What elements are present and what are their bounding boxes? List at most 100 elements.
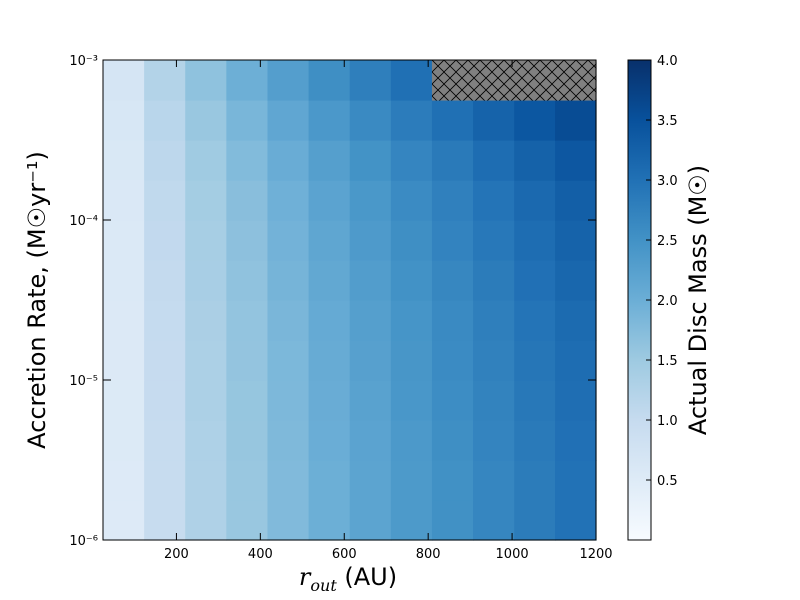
heat-cell	[390, 500, 433, 541]
heat-cell	[349, 180, 392, 221]
heat-cell	[473, 459, 515, 501]
heat-cell	[390, 459, 433, 501]
heat-cell	[103, 139, 145, 181]
y-axis-label: Accretion Rate, (M☉yr⁻¹)	[23, 151, 51, 449]
heat-cell	[431, 180, 474, 221]
heat-cell	[226, 139, 269, 181]
heat-cell	[390, 419, 433, 461]
heat-cell	[514, 180, 556, 221]
heat-cell	[473, 139, 515, 181]
heat-cell	[185, 340, 227, 381]
heat-cell	[555, 259, 597, 301]
heat-cell	[144, 139, 186, 181]
heat-cell	[431, 99, 474, 141]
heat-cell	[555, 220, 597, 261]
heat-cell	[473, 419, 515, 461]
heat-cell	[103, 500, 145, 541]
heat-cell	[514, 220, 556, 261]
heat-cell	[555, 459, 597, 501]
masked-cell	[473, 60, 515, 101]
heat-cell	[390, 139, 433, 181]
heat-cell	[514, 139, 556, 181]
heat-cell	[390, 380, 433, 421]
y-tick-label: 10⁻⁵	[69, 374, 98, 389]
heat-cell	[308, 259, 351, 301]
colorbar-tick-label: 3.0	[657, 174, 678, 189]
heat-cell	[308, 220, 351, 261]
heat-cell	[555, 380, 597, 421]
heat-cell	[103, 180, 145, 221]
heat-cell	[226, 299, 269, 341]
x-label-sub: out	[310, 576, 337, 595]
heat-cell	[514, 299, 556, 341]
y-tick-label: 10⁻³	[69, 54, 98, 69]
heat-cell	[431, 340, 474, 381]
heat-cell	[226, 419, 269, 461]
colorbar-tick-label: 4.0	[657, 54, 678, 69]
heat-cell	[473, 500, 515, 541]
heat-cell	[473, 340, 515, 381]
heat-cell	[267, 60, 310, 101]
heat-cell	[514, 459, 556, 501]
heat-cell	[431, 500, 474, 541]
heat-cell	[185, 60, 227, 101]
heat-cell	[267, 139, 310, 181]
heat-cell	[103, 299, 145, 341]
colorbar-tick-label: 0.5	[657, 474, 678, 489]
heat-cell	[514, 340, 556, 381]
heat-cell	[185, 139, 227, 181]
heat-cell	[555, 299, 597, 341]
heat-cell	[349, 500, 392, 541]
heat-cell	[349, 299, 392, 341]
y-tick-label: 10⁻⁴	[69, 214, 98, 229]
heat-cell	[390, 99, 433, 141]
x-tick-label: 200	[164, 547, 189, 562]
heat-cell	[185, 419, 227, 461]
colorbar-tick-label: 1.0	[657, 414, 678, 429]
heat-cell	[473, 259, 515, 301]
colorbar-label: Actual Disc Mass (M☉)	[684, 165, 712, 435]
heat-cell	[267, 419, 310, 461]
x-label-rest: (AU)	[337, 563, 397, 591]
heat-cell	[144, 299, 186, 341]
heat-cell	[103, 99, 145, 141]
heat-cell	[555, 99, 597, 141]
heat-cell	[226, 99, 269, 141]
heat-cell	[144, 220, 186, 261]
heat-cell	[226, 220, 269, 261]
plot-frame	[102, 59, 597, 541]
heat-cell	[267, 299, 310, 341]
heat-cell	[226, 60, 269, 101]
heat-cell	[514, 380, 556, 421]
heat-cell	[267, 340, 310, 381]
heat-cell	[349, 459, 392, 501]
colorbar-tick-label: 1.5	[657, 354, 678, 369]
heat-cell	[226, 380, 269, 421]
colorbar-tick-label: 2.5	[657, 234, 678, 249]
heat-cell	[473, 380, 515, 421]
heat-cell	[349, 139, 392, 181]
x-label-base: r	[299, 563, 312, 591]
heat-cell	[555, 419, 597, 461]
colorbar-tick-label: 2.0	[657, 294, 678, 309]
heat-cell	[308, 340, 351, 381]
heat-cell	[390, 259, 433, 301]
heat-cell	[431, 380, 474, 421]
heat-cell	[144, 419, 186, 461]
heat-cell	[431, 259, 474, 301]
heat-cell	[349, 380, 392, 421]
heat-cell	[390, 180, 433, 221]
heat-cell	[308, 459, 351, 501]
heat-cell	[185, 259, 227, 301]
heat-cell	[473, 220, 515, 261]
heat-cell	[349, 220, 392, 261]
heat-cell	[103, 340, 145, 381]
heat-cell	[103, 380, 145, 421]
heat-cell	[431, 299, 474, 341]
heat-cell	[349, 259, 392, 301]
heat-cell	[144, 380, 186, 421]
heat-cell	[390, 340, 433, 381]
heat-cell	[390, 60, 433, 101]
x-tick-label: 1000	[496, 547, 529, 562]
heat-cell	[267, 380, 310, 421]
